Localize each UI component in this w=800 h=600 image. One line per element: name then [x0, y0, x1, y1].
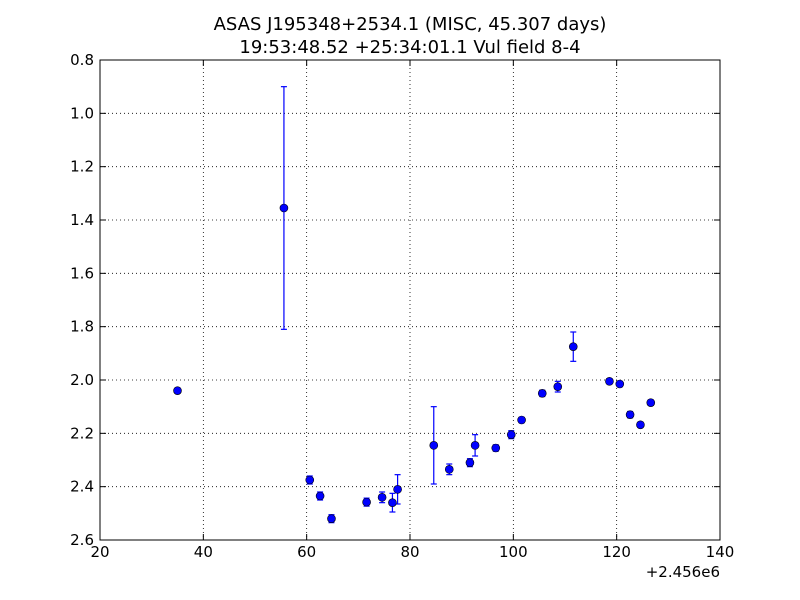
x-offset-label: +2.456e6 — [646, 563, 720, 581]
x-tick-label: 20 — [90, 543, 109, 561]
y-tick-label: 2.0 — [70, 371, 94, 389]
data-point — [625, 410, 635, 419]
y-tick-label: 2.4 — [70, 478, 94, 496]
axis-ticks: 20 40 60 80 100 120 140 0.8 1.0 1.2 1.4 1.6 1.8 2.0 2.… — [70, 51, 734, 561]
chart-title: ASAS J195348+2534.1 (MISC, 45.307 days) — [214, 14, 607, 35]
data-point — [537, 389, 547, 398]
x-tick-label: 140 — [706, 543, 735, 561]
data-point — [429, 441, 439, 450]
data-point — [646, 398, 656, 407]
data-point — [305, 475, 315, 485]
data-point — [173, 386, 182, 395]
x-tick-label: 100 — [499, 543, 528, 561]
x-tick-label: 40 — [194, 543, 213, 561]
data-point — [393, 485, 402, 494]
y-tick-label: 1.8 — [70, 318, 94, 336]
y-tick-label: 0.8 — [70, 51, 94, 69]
data-point — [327, 514, 336, 523]
data-points — [173, 203, 656, 523]
error-bars — [174, 86, 654, 524]
data-point — [506, 430, 516, 439]
data-point — [444, 465, 454, 474]
data-point — [470, 441, 480, 450]
data-point — [615, 379, 625, 389]
data-point — [553, 382, 563, 391]
chart-subtitle: 19:53:48.52 +25:34:01.1 Vul field 8-4 — [239, 37, 580, 58]
y-tick-label: 1.0 — [70, 104, 94, 122]
y-tick-label: 1.2 — [70, 158, 94, 176]
data-point — [279, 203, 289, 213]
data-point — [315, 491, 325, 501]
data-point — [568, 342, 578, 351]
data-point — [605, 377, 614, 386]
y-tick-label: 1.4 — [70, 211, 94, 229]
x-tick-label: 120 — [602, 543, 631, 561]
plot-frame — [99, 59, 721, 541]
data-point — [377, 493, 387, 502]
x-tick-label: 60 — [297, 543, 316, 561]
data-point — [465, 458, 475, 467]
data-point — [517, 415, 526, 425]
y-tick-label: 2.2 — [70, 424, 94, 442]
data-point — [491, 443, 501, 453]
x-tick-label: 80 — [400, 543, 419, 561]
grid-lines — [100, 60, 720, 540]
data-point — [636, 420, 645, 430]
data-point — [362, 497, 371, 507]
data-point — [388, 498, 397, 507]
y-tick-label: 1.6 — [70, 264, 94, 282]
y-tick-label: 2.6 — [70, 531, 94, 549]
